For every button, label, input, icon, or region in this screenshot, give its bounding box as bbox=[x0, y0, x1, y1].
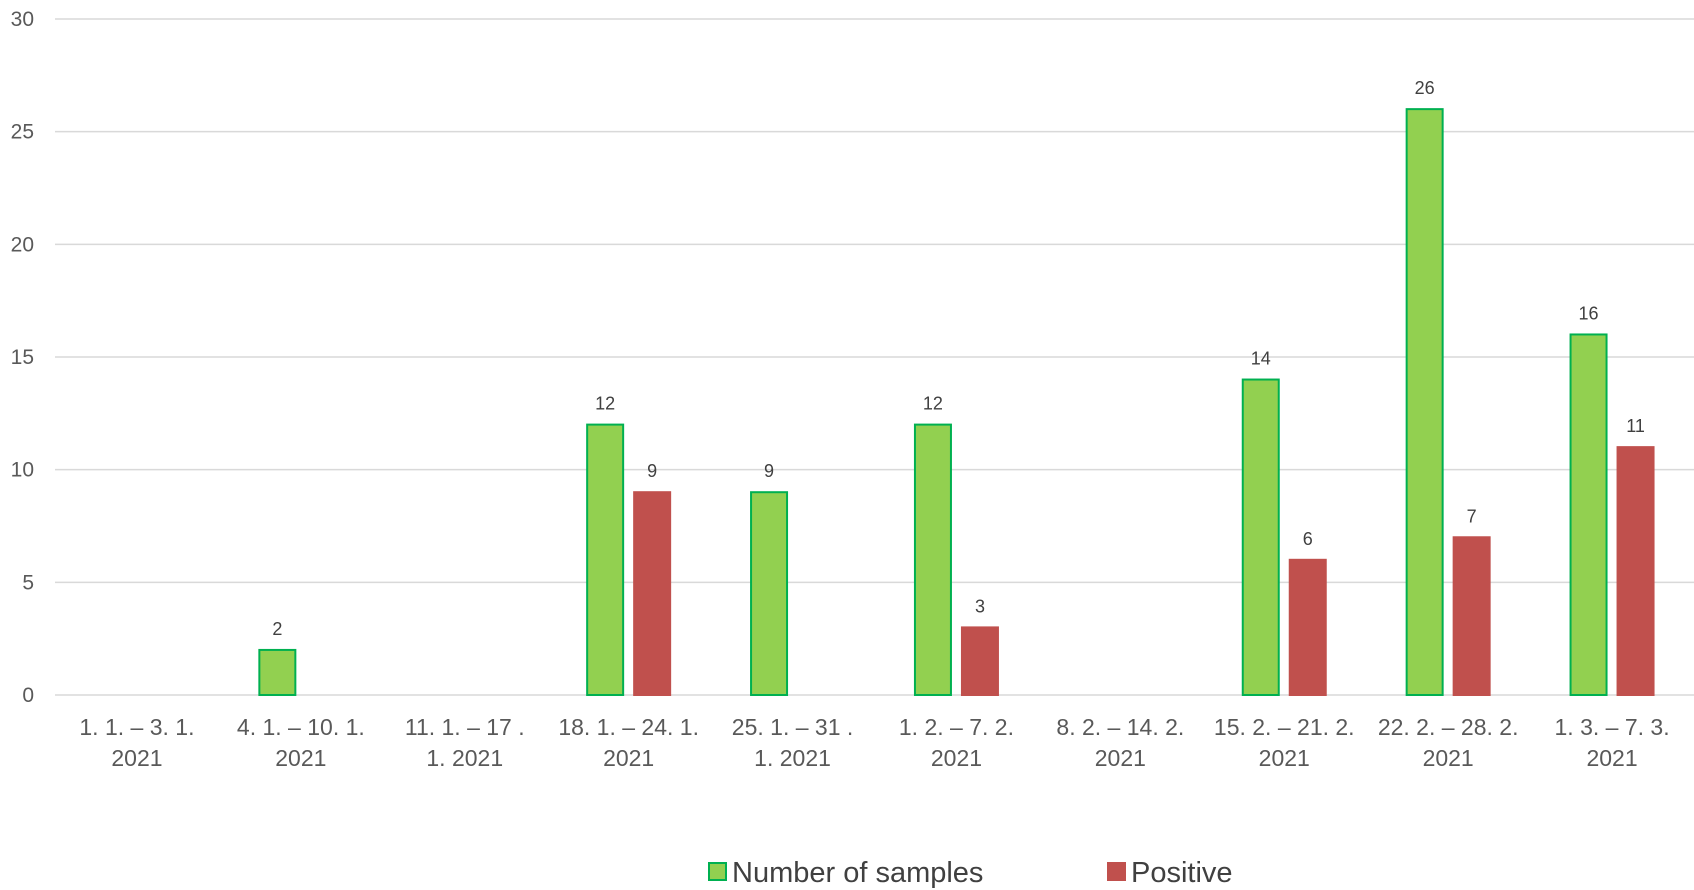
data-label: 26 bbox=[1415, 78, 1435, 98]
legend-swatch bbox=[1107, 862, 1126, 881]
legend-swatch bbox=[708, 862, 727, 881]
data-label: 11 bbox=[1626, 416, 1645, 436]
x-tick-label: 25. 1. – 31 . 1. 2021 bbox=[732, 714, 853, 771]
data-label: 6 bbox=[1303, 529, 1313, 549]
x-tick-label: 1. 2. – 7. 2. 2021 bbox=[899, 714, 1014, 771]
bar bbox=[1569, 333, 1608, 696]
data-label: 14 bbox=[1251, 349, 1271, 369]
x-tick-label: 1. 3. – 7. 3. 2021 bbox=[1555, 714, 1670, 771]
gridlines bbox=[55, 18, 1694, 696]
y-tick-label: 0 bbox=[22, 684, 34, 707]
y-tick-label: 20 bbox=[11, 233, 34, 256]
data-label: 2 bbox=[272, 619, 282, 639]
bar bbox=[750, 491, 789, 697]
x-axis: 1. 1. – 3. 1. 2021 4. 1. – 10. 1. 2021 11. 1… bbox=[79, 714, 1669, 771]
bar bbox=[1405, 108, 1444, 696]
data-label: 3 bbox=[975, 596, 985, 616]
bar bbox=[258, 648, 297, 697]
x-tick-label: 15. 2. – 21. 2. 2021 bbox=[1214, 714, 1355, 771]
y-tick-label: 25 bbox=[11, 121, 34, 144]
legend-label: Positive bbox=[1131, 857, 1233, 889]
data-label: 16 bbox=[1579, 303, 1599, 323]
y-axis: 0 5 10 15 20 25 30 bbox=[11, 8, 34, 707]
legend-label: Number of samples bbox=[732, 857, 983, 889]
x-tick-label: 22. 2. – 28. 2. 2021 bbox=[1378, 714, 1519, 771]
bar bbox=[1288, 558, 1327, 696]
data-labels: 2 12 9 12 14 26 16 9 3 6 7 11 bbox=[272, 78, 1645, 639]
legend: Number of samples Positive bbox=[708, 857, 1233, 889]
data-label: 12 bbox=[595, 394, 615, 414]
bar bbox=[1241, 378, 1280, 696]
data-label: 12 bbox=[923, 394, 943, 414]
data-label: 9 bbox=[764, 461, 774, 481]
data-label: 7 bbox=[1467, 506, 1477, 526]
data-label: 9 bbox=[647, 461, 657, 481]
y-tick-label: 5 bbox=[22, 571, 34, 594]
bar bbox=[1452, 536, 1491, 696]
x-tick-label: 18. 1. – 24. 1. 2021 bbox=[558, 714, 699, 771]
bar bbox=[633, 491, 672, 697]
bar bbox=[1616, 446, 1655, 696]
bar bbox=[913, 423, 952, 696]
x-tick-label: 1. 1. – 3. 1. 2021 bbox=[79, 714, 194, 771]
y-tick-label: 30 bbox=[11, 8, 34, 31]
x-tick-label: 4. 1. – 10. 1. 2021 bbox=[237, 714, 365, 771]
x-tick-label: 8. 2. – 14. 2. 2021 bbox=[1056, 714, 1184, 771]
x-tick-label: 11. 1. – 17 . 1. 2021 bbox=[405, 714, 525, 771]
bars bbox=[258, 108, 1655, 697]
y-tick-label: 15 bbox=[11, 346, 34, 369]
bar bbox=[960, 626, 999, 697]
bar bbox=[586, 423, 625, 696]
y-tick-label: 10 bbox=[11, 459, 34, 482]
